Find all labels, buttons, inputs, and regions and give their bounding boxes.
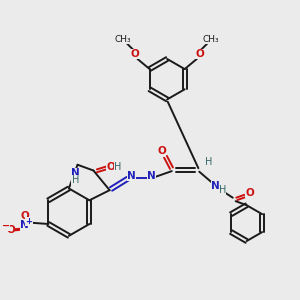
Text: O: O <box>130 49 139 59</box>
Text: O: O <box>157 146 166 156</box>
Text: N: N <box>71 168 80 178</box>
Text: −: − <box>2 221 10 231</box>
Text: O: O <box>245 188 254 198</box>
Text: N: N <box>211 181 220 191</box>
Text: O: O <box>6 225 15 235</box>
Text: H: H <box>219 184 226 195</box>
Text: N: N <box>147 171 156 181</box>
Text: H: H <box>71 175 79 185</box>
Text: CH₃: CH₃ <box>203 35 220 44</box>
Text: CH₃: CH₃ <box>115 35 131 44</box>
Text: +: + <box>26 217 32 226</box>
Text: O: O <box>195 49 204 59</box>
Text: O: O <box>106 162 115 172</box>
Text: H: H <box>114 162 122 172</box>
Text: N: N <box>127 171 136 181</box>
Text: O: O <box>20 211 29 221</box>
Text: N: N <box>20 220 29 230</box>
Text: H: H <box>205 157 212 167</box>
